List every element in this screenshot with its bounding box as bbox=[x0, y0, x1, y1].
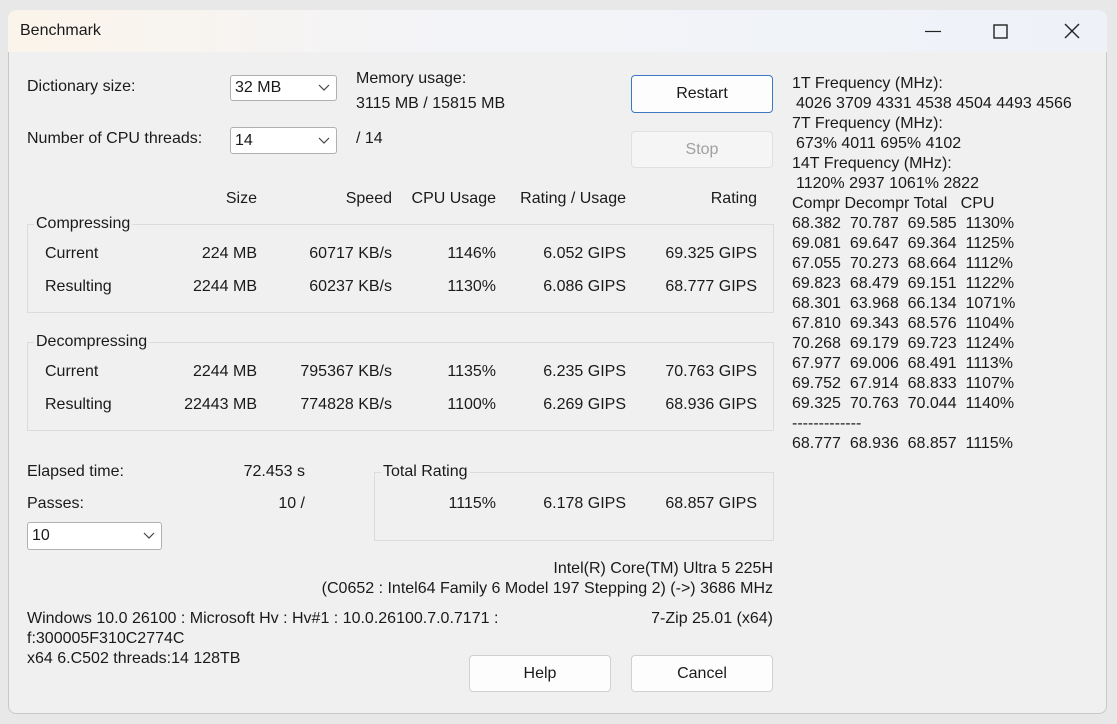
column-header: CPU Usage bbox=[411, 190, 496, 207]
system-info: f:300005F310C2774C bbox=[27, 630, 185, 647]
log-line: 1T Frequency (MHz): bbox=[792, 75, 943, 92]
cell: 6.086 GIPS bbox=[543, 278, 626, 295]
system-info: x64 6.C502 threads:14 128TB bbox=[27, 650, 241, 667]
row-label: Resulting bbox=[45, 396, 112, 413]
cell: 2244 MB bbox=[192, 363, 257, 380]
cell: 70.763 GIPS bbox=[665, 363, 757, 380]
dictionary-select[interactable]: 32 MB bbox=[230, 75, 337, 101]
log-line: ------------- bbox=[792, 415, 862, 432]
select-value: 32 MB bbox=[235, 79, 282, 96]
select-value: 14 bbox=[235, 131, 253, 149]
title-bar bbox=[8, 10, 1107, 52]
total-cell: 68.857 GIPS bbox=[665, 495, 757, 512]
cell: 224 MB bbox=[201, 245, 257, 262]
cancel-button[interactable]: Cancel bbox=[631, 655, 773, 692]
value: 72.453 s bbox=[243, 463, 305, 480]
select-value: 10 bbox=[32, 527, 50, 544]
column-header: Size bbox=[225, 190, 257, 207]
group-box bbox=[27, 342, 774, 431]
window-title: Benchmark bbox=[20, 22, 101, 39]
log-line: 67.810 69.343 68.576 1104% bbox=[792, 315, 1015, 332]
cell: 2244 MB bbox=[192, 278, 257, 295]
cell: 22443 MB bbox=[184, 396, 257, 413]
column-header: Rating bbox=[710, 190, 757, 207]
log-line: 673% 4011 695% 4102 bbox=[796, 135, 962, 152]
label: Passes: bbox=[27, 495, 84, 512]
cell: 1146% bbox=[447, 245, 496, 262]
log-line: 69.823 68.479 69.151 1122% bbox=[792, 275, 1015, 292]
log-line: 69.325 70.763 70.044 1140% bbox=[792, 395, 1015, 412]
label: Number of CPU threads: bbox=[27, 130, 203, 147]
column-header: Rating / Usage bbox=[520, 190, 626, 207]
cell: 774828 KB/s bbox=[300, 396, 392, 413]
log-line: 69.081 69.647 69.364 1125% bbox=[792, 235, 1015, 252]
cell: 60717 KB/s bbox=[309, 245, 392, 262]
cell: 795367 KB/s bbox=[300, 363, 392, 380]
version: 7-Zip 25.01 (x64) bbox=[651, 610, 773, 627]
group-box bbox=[27, 224, 774, 313]
threads-select[interactable]: 14 bbox=[230, 127, 337, 154]
log-line: 67.055 70.273 68.664 1112% bbox=[792, 255, 1013, 272]
cell: 1100% bbox=[447, 396, 496, 413]
passes-select[interactable]: 10 bbox=[27, 522, 162, 550]
help-button[interactable]: Help bbox=[469, 655, 611, 692]
cell: 6.052 GIPS bbox=[543, 245, 626, 262]
stop-button[interactable]: Stop bbox=[631, 131, 773, 168]
system-info: Windows 10.0 26100 : Microsoft Hv : Hv#1… bbox=[27, 610, 499, 627]
window bbox=[8, 10, 1107, 714]
label: Elapsed time: bbox=[27, 463, 124, 480]
window-controls[interactable] bbox=[920, 20, 1090, 44]
log-line: Compr Decompr Total CPU bbox=[792, 195, 995, 212]
row-label: Current bbox=[45, 363, 99, 380]
cell: 6.269 GIPS bbox=[543, 396, 626, 413]
column-header: Speed bbox=[345, 190, 392, 207]
value: / 14 bbox=[356, 130, 383, 147]
cell: 1130% bbox=[447, 278, 496, 295]
log-line: 70.268 69.179 69.723 1124% bbox=[792, 335, 1015, 352]
log-line: 69.752 67.914 68.833 1107% bbox=[792, 375, 1015, 392]
value: 10 / bbox=[278, 495, 305, 512]
row-label: Resulting bbox=[45, 278, 112, 295]
restart-button[interactable]: Restart bbox=[631, 75, 773, 113]
group-label: Decompressing bbox=[34, 332, 150, 352]
cell: 68.936 GIPS bbox=[665, 396, 757, 413]
total-group bbox=[374, 472, 774, 541]
cell: 6.235 GIPS bbox=[543, 363, 626, 380]
cell: 68.777 GIPS bbox=[665, 278, 757, 295]
cpu-info: Intel(R) Core(TM) Ultra 5 225H bbox=[553, 560, 773, 577]
log-line: 1120% 2937 1061% 2822 bbox=[796, 175, 979, 192]
log-line: 14T Frequency (MHz): bbox=[792, 155, 952, 172]
group-label: Compressing bbox=[34, 214, 133, 234]
cell: 60237 KB/s bbox=[309, 278, 392, 295]
value: 3115 MB / 15815 MB bbox=[356, 95, 506, 112]
label: Memory usage: bbox=[356, 70, 467, 87]
cell: 69.325 GIPS bbox=[665, 245, 757, 262]
log-line: 67.977 69.006 68.491 1113% bbox=[792, 355, 1013, 372]
log-line: 68.777 68.936 68.857 1115% bbox=[792, 435, 1013, 452]
row-label: Current bbox=[45, 245, 99, 262]
group-label: Total Rating bbox=[381, 462, 470, 482]
log-line: 4026 3709 4331 4538 4504 4493 4566 bbox=[796, 95, 1072, 112]
label: Dictionary size: bbox=[27, 78, 136, 95]
log-line: 7T Frequency (MHz): bbox=[792, 115, 943, 132]
total-cell: 1115% bbox=[448, 495, 496, 512]
cell: 1135% bbox=[447, 363, 496, 380]
cpu-info: (C0652 : Intel64 Family 6 Model 197 Step… bbox=[321, 580, 773, 597]
total-cell: 6.178 GIPS bbox=[543, 495, 626, 512]
log-line: 68.382 70.787 69.585 1130% bbox=[792, 215, 1015, 232]
log-line: 68.301 63.968 66.134 1071% bbox=[792, 295, 1016, 312]
